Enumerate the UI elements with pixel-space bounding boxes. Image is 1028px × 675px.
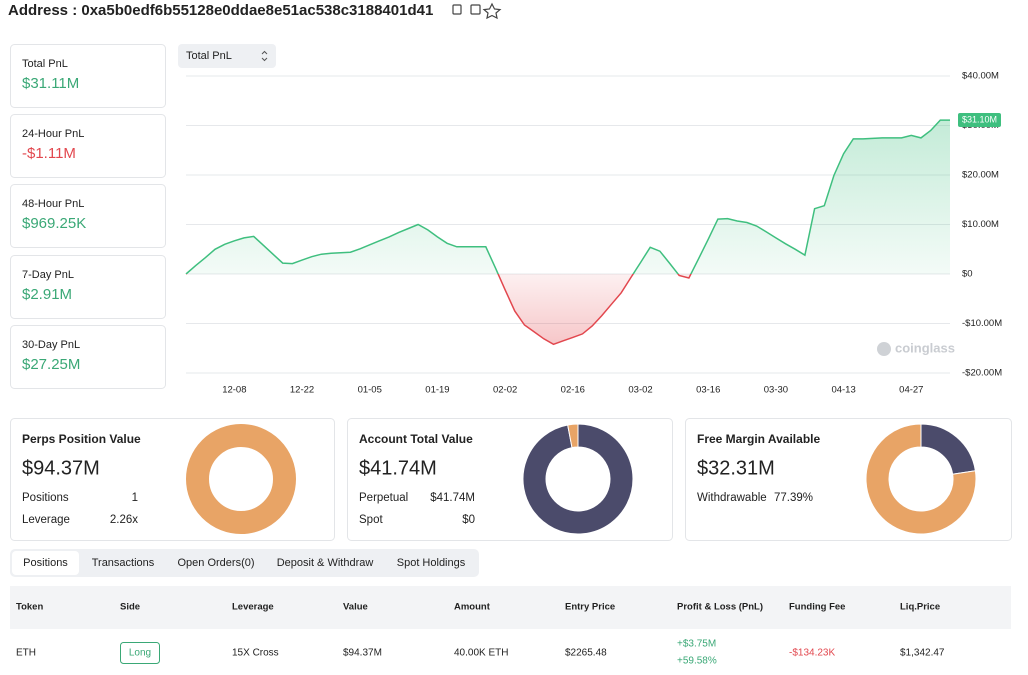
pnl-value: $2.91M [22, 286, 72, 303]
y-tick-label: $10.00M [962, 219, 999, 230]
pnl-card [10, 114, 166, 178]
summary-row-label: Perpetual [359, 492, 408, 504]
star-icon[interactable] [482, 2, 502, 20]
y-tick-label: -$10.00M [962, 318, 1002, 329]
donut-slice [567, 423, 579, 449]
table-cell: ETH [16, 648, 36, 659]
pnl-card [10, 184, 166, 248]
summary-title: Account Total Value [359, 432, 473, 446]
table-header: Profit & Loss (PnL) [677, 602, 763, 613]
table-cell: $94.37M [343, 648, 382, 659]
y-tick-label: -$20.00M [962, 368, 1002, 379]
dropdown[interactable] [178, 44, 276, 68]
pnl-label: 30-Day PnL [22, 339, 80, 351]
pnl-label: 48-Hour PnL [22, 198, 84, 210]
pnl-card [10, 44, 166, 108]
x-tick-label: 04-13 [831, 385, 855, 396]
table-cell: +59.58% [677, 656, 717, 667]
x-tick-label: 01-19 [425, 385, 449, 396]
address: Address : 0xa5b0edf6b55128e0ddae8e51ac53… [8, 2, 433, 19]
table-header: Liq.Price [900, 602, 940, 613]
table-cell: $1,342.47 [900, 648, 945, 659]
table-header: Side [120, 602, 140, 613]
table-header-bg [10, 586, 1011, 629]
pnl-value: $27.25M [22, 356, 80, 373]
table-cell: 40.00K ETH [454, 648, 508, 659]
side-badge [120, 642, 160, 664]
table-cell: -$134.23K [789, 648, 835, 659]
summary-value: $32.31M [697, 457, 775, 479]
watermark-icon [877, 342, 891, 356]
dropdown-chevron [261, 50, 268, 62]
tab[interactable]: Spot Holdings [397, 557, 466, 569]
x-tick-label: 12-22 [290, 385, 314, 396]
summary-title: Free Margin Available [697, 432, 820, 446]
edit-icon[interactable] [470, 4, 481, 15]
x-tick-label: 03-30 [764, 385, 788, 396]
pnl-label: Total PnL [22, 58, 68, 70]
x-tick-label: 03-02 [628, 385, 652, 396]
table-header: Entry Price [565, 602, 615, 613]
pnl-value: $31.11M [22, 75, 79, 92]
summary-row-label: Withdrawable [697, 492, 767, 504]
y-tick-label: $20.00M [962, 170, 999, 181]
pnl-label: 24-Hour PnL [22, 128, 84, 140]
line [185, 119, 950, 346]
x-tick-label: 12-08 [222, 385, 246, 396]
value-label: $31.10M [962, 114, 997, 124]
table-cell: Long [129, 648, 151, 659]
summary-row-label: Spot [359, 514, 383, 526]
tab-active [12, 551, 79, 575]
watermark: coinglass [895, 340, 955, 355]
tab[interactable]: Positions [23, 557, 68, 569]
pnl-value: $969.25K [22, 215, 86, 232]
pnl-value: -$1.11M [22, 145, 76, 162]
pnl-card [10, 255, 166, 319]
tab[interactable]: Transactions [92, 557, 155, 569]
x-tick-label: 02-16 [561, 385, 585, 396]
pnl-card [10, 325, 166, 389]
summary-row-label: Positions [22, 492, 69, 504]
x-tick-label: 03-16 [696, 385, 720, 396]
table-header: Amount [454, 602, 491, 613]
summary-row-value: 1 [132, 492, 138, 504]
dropdown-label: Total PnL [186, 50, 232, 62]
y-tick-label: $0 [962, 269, 973, 280]
copy-icon[interactable] [452, 4, 462, 15]
y-tick-label: $40.00M [962, 71, 999, 82]
table-header: Token [16, 602, 43, 613]
summary-row-value: $41.74M [430, 492, 475, 504]
tab-bar [10, 549, 479, 577]
table-cell: $2265.48 [565, 648, 607, 659]
summary-title: Perps Position Value [22, 432, 141, 446]
summary-row-label: Leverage [22, 514, 70, 526]
summary-row-value: $0 [462, 514, 475, 526]
tab[interactable]: Open Orders(0) [177, 557, 254, 569]
donut-slice [186, 424, 296, 534]
table-header: Funding Fee [789, 602, 845, 613]
summary-row-value: 2.26x [110, 514, 138, 526]
table-cell: +$3.75M [677, 639, 716, 650]
pnl-label: 7-Day PnL [22, 269, 74, 281]
summary-value: $41.74M [359, 457, 437, 479]
table-header: Value [343, 602, 368, 613]
summary-row-value: 77.39% [774, 492, 813, 504]
value-label-box [958, 113, 1001, 128]
table-header: Leverage [232, 602, 274, 613]
x-tick-label: 01-05 [358, 385, 382, 396]
area [186, 120, 950, 345]
donut-slice [865, 423, 977, 535]
tab[interactable]: Deposit & Withdraw [277, 557, 374, 569]
donut-slice [522, 423, 634, 535]
table-cell: 15X Cross [232, 648, 279, 659]
x-tick-label: 04-27 [899, 385, 923, 396]
summary-value: $94.37M [22, 457, 100, 479]
x-tick-label: 02-02 [493, 385, 517, 396]
header-icons [452, 2, 502, 20]
